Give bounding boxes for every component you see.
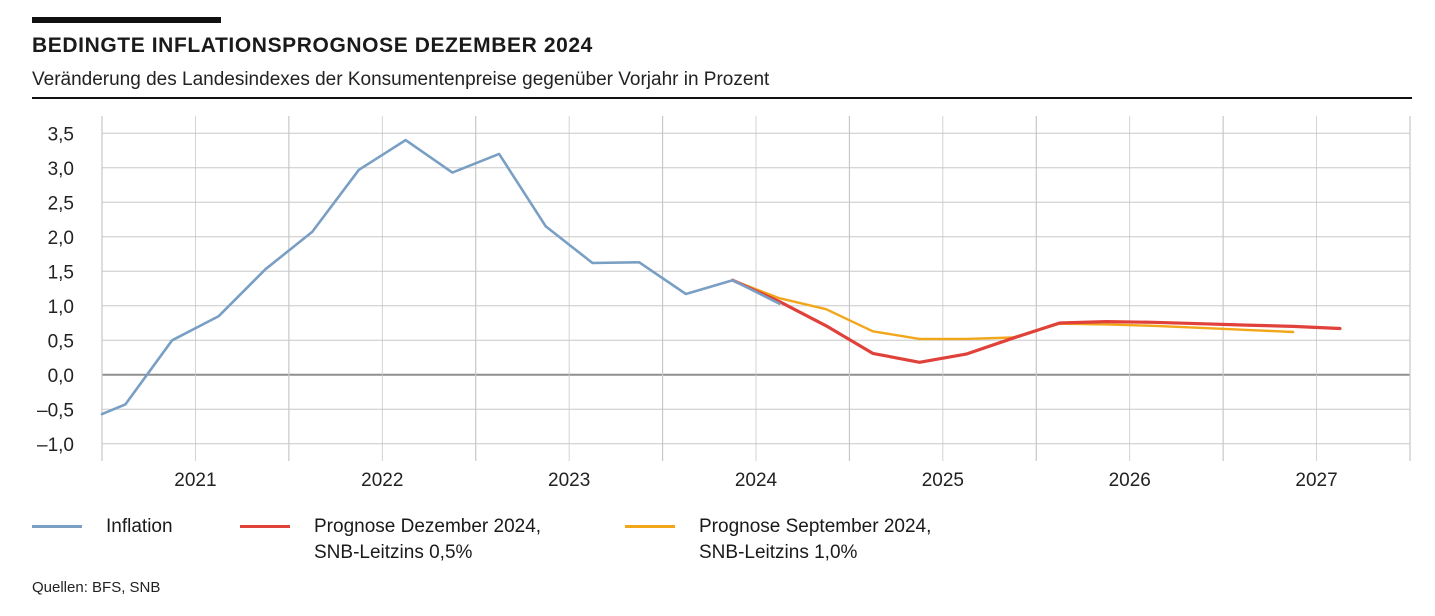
y-tick-label: 2,0 <box>48 228 74 249</box>
y-tick-label: –1,0 <box>37 435 74 456</box>
x-tick-label: 2022 <box>361 470 403 491</box>
legend-item-inflation: Inflation <box>32 514 173 540</box>
legend-item-prognose-dezember: Prognose Dezember 2024, SNB-Leitzins 0,5… <box>240 514 541 566</box>
y-tick-label: 2,5 <box>48 193 74 214</box>
x-tick-label: 2023 <box>548 470 590 491</box>
header-divider <box>32 97 1412 99</box>
legend-swatch-prognose-dezember <box>240 525 290 528</box>
chart-subtitle: Veränderung des Landesindexes der Konsum… <box>32 69 770 90</box>
grid <box>101 116 1411 461</box>
legend-label-inflation: Inflation <box>106 516 173 537</box>
y-tick-label: 0,0 <box>48 366 74 387</box>
x-tick-label: 2021 <box>174 470 216 491</box>
series-inflation-line <box>100 138 781 416</box>
x-tick-label: 2025 <box>922 470 964 491</box>
x-tick-label: 2026 <box>1109 470 1151 491</box>
legend-item-prognose-september: Prognose September 2024, SNB-Leitzins 1,… <box>625 514 931 566</box>
tick-labels: –1,0 –0,5 0,0 0,5 1,0 1,5 2,0 2,5 3,0 3,5 2021 2022… <box>37 124 1338 491</box>
top-accent-rule <box>32 17 221 23</box>
legend-label-dezember-line2: SNB-Leitzins 0,5% <box>314 542 473 563</box>
legend-swatch-inflation <box>32 525 82 528</box>
legend-label-dezember-line1: Prognose Dezember 2024, <box>314 516 542 537</box>
series-lines <box>100 138 1342 416</box>
series-prognose-september-line <box>731 279 1295 341</box>
x-tick-label: 2027 <box>1295 470 1337 491</box>
y-tick-label: 3,5 <box>48 124 74 145</box>
y-tick-label: 1,5 <box>48 262 74 283</box>
y-tick-label: 1,0 <box>48 297 74 318</box>
y-tick-label: 3,0 <box>48 159 74 180</box>
y-tick-label: 0,5 <box>48 331 74 352</box>
source-note: Quellen: BFS, SNB <box>32 579 161 596</box>
chart-title: BEDINGTE INFLATIONSPROGNOSE DEZEMBER 202… <box>32 34 593 57</box>
x-tick-label: 2024 <box>735 470 778 491</box>
legend-label-september-line1: Prognose September 2024, <box>699 516 932 537</box>
series-prognose-dezember-line <box>730 278 1342 364</box>
y-tick-label: –0,5 <box>37 400 74 421</box>
legend-label-september-line2: SNB-Leitzins 1,0% <box>699 542 858 563</box>
legend-swatch-prognose-september <box>625 525 675 528</box>
